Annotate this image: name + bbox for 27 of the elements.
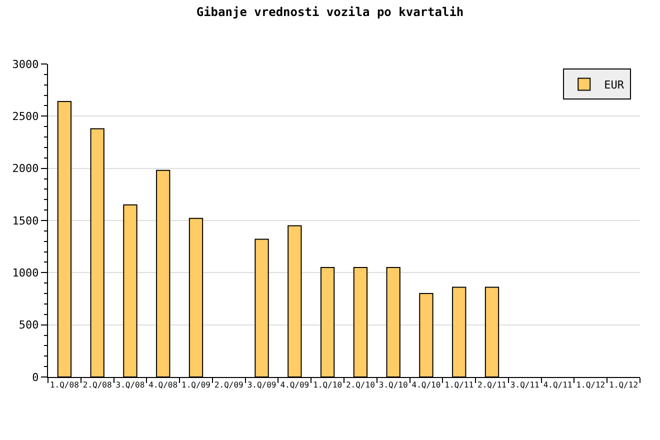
legend-label: EUR bbox=[604, 78, 624, 92]
y-tick-label: 3000 bbox=[12, 58, 39, 71]
x-tick-label: 3.Q/08 bbox=[116, 380, 145, 390]
x-tick-label: 1.Q/12 bbox=[576, 380, 606, 390]
x-tick-label: 2.Q/10 bbox=[346, 380, 376, 390]
y-tick-label: 1500 bbox=[12, 214, 39, 228]
x-tick-label: 4.Q/08 bbox=[148, 380, 178, 390]
y-tick-label: 2000 bbox=[12, 162, 39, 176]
x-tick-label: 3.Q/11 bbox=[510, 380, 540, 390]
y-tick-label: 0 bbox=[32, 370, 39, 384]
x-tick-label: 1.Q/10 bbox=[313, 380, 342, 390]
y-tick-label: 2500 bbox=[12, 110, 39, 124]
x-tick-label: 1.Q/12 bbox=[609, 380, 638, 390]
x-tick-label: 3.Q/10 bbox=[378, 380, 408, 390]
x-tick-label: 3.Q/09 bbox=[247, 380, 276, 390]
x-tick-label: 1.Q/09 bbox=[182, 380, 211, 390]
x-tick-label: 1.Q/08 bbox=[50, 380, 80, 390]
x-tick-label: 2.Q/08 bbox=[82, 380, 112, 390]
x-tick-label: 1.Q/11 bbox=[444, 380, 474, 390]
y-tick-label: 1000 bbox=[12, 266, 39, 280]
x-tick-label: 4.Q/11 bbox=[543, 380, 572, 390]
chart-title: Gibanje vrednosti vozila po kvartalih bbox=[196, 5, 464, 20]
y-tick-label: 500 bbox=[18, 318, 39, 332]
x-tick-label: 2.Q/09 bbox=[214, 380, 244, 390]
x-tick-label: 4.Q/10 bbox=[412, 380, 441, 390]
x-tick-label: 2.Q/11 bbox=[478, 380, 507, 390]
x-tick-label: 4.Q/09 bbox=[280, 380, 310, 390]
